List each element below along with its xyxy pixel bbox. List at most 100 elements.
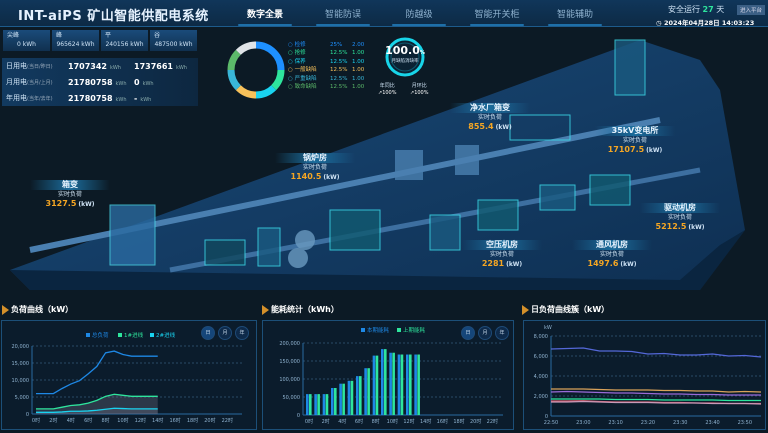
donut-legend-item: ○ 检修 25% 2.00	[288, 42, 364, 49]
unit: kWh	[109, 64, 121, 71]
y-tick-label: 0	[26, 412, 29, 418]
energy-bar	[359, 376, 362, 415]
mom-label: 月环比	[411, 83, 427, 89]
x-tick-label: 10时	[117, 417, 128, 424]
legend-label: 2#进线	[156, 331, 176, 339]
station-load: 1497.6	[587, 259, 619, 268]
legend-value: 1.00	[352, 84, 365, 90]
map-label-station[interactable]: 空压机房 实时负荷 2281 (kW)	[462, 240, 542, 270]
x-tick-label: 22:50	[544, 420, 558, 426]
energy-bar	[417, 354, 420, 415]
gauge-unit: %	[419, 50, 425, 56]
legend-name: 严重缺陷	[294, 75, 317, 82]
map-label-station[interactable]: 锅炉房 实时负荷 1140.5 (kW)	[275, 153, 355, 183]
mom-value: ↗100%	[410, 90, 429, 96]
datetime-text: 2024年04月28日 14:03:23	[663, 19, 755, 27]
x-tick-label: 6时	[84, 417, 92, 424]
y-tick-label: 2,000	[534, 394, 548, 400]
series-line	[36, 393, 158, 410]
energy-bar	[392, 352, 395, 415]
load-series-line	[550, 347, 762, 358]
gauge-label: 月缺陷消缺率	[391, 59, 419, 64]
safe-run-label: 安全运行	[668, 5, 700, 14]
map-label-station[interactable]: 通风机房 实时负荷 1497.6 (kW)	[572, 240, 652, 270]
card-value: 0 kWh	[17, 41, 36, 48]
defect-rate-gauge	[385, 37, 425, 77]
energy-bar	[334, 388, 337, 415]
legend-swatch	[150, 333, 154, 337]
map-label-station[interactable]: 净水厂箱变 实时负荷 855.4 (kW)	[450, 103, 530, 133]
gauge-value: 100.0%	[383, 44, 427, 60]
usage-current: 1707342	[68, 61, 107, 71]
map-label-station[interactable]: 驱动机房 实时负荷 5212.5 (kW)	[640, 203, 720, 233]
period-button-day[interactable]: 日	[461, 326, 475, 340]
tariff-card-sharp: 尖峰 0 kWh	[3, 30, 50, 51]
legend-pct: 12.5%	[330, 58, 348, 65]
station-name: 箱变	[30, 180, 110, 190]
station-unit: (kW)	[78, 201, 95, 208]
station-name: 通风机房	[572, 240, 652, 250]
gauge-number: 100.0	[385, 44, 420, 57]
legend-pct: 12.5%	[330, 67, 348, 74]
legend-swatch	[118, 333, 122, 337]
map-label-station[interactable]: 35kV变电所 实时负荷 17107.5 (kW)	[595, 126, 675, 156]
series-line	[36, 407, 158, 413]
legend-name: 一般缺陷	[294, 67, 317, 74]
load-series-line	[551, 400, 762, 405]
station-unit: (kW)	[495, 124, 512, 131]
donut-legend-item: ○ 一般缺陷 12.5% 1.00	[288, 67, 364, 74]
period-button-day[interactable]: 日	[201, 326, 215, 340]
x-tick-label: 2时	[322, 418, 330, 425]
daily-load-chart: 0 2,000 4,000 6,000 8,000 kW 22:50 23:00 23:10 23…	[534, 325, 762, 426]
donut-legend-item: ○ 严重缺陷 12.5% 1.00	[288, 76, 364, 83]
energy-bar	[325, 394, 329, 415]
card-value: 965624 kWh	[56, 41, 95, 48]
station-sub: 实时负荷	[622, 137, 647, 144]
donut-legend-item: ○ 致命缺陷 12.5% 1.00	[288, 84, 364, 91]
period-button-month[interactable]: 月	[218, 326, 232, 340]
enter-platform-button[interactable]: 进入平台	[737, 5, 766, 15]
unit: kWh	[115, 96, 127, 103]
x-tick-label: 23:10	[608, 420, 622, 426]
card-value: 240156 kWh	[105, 41, 144, 48]
legend-label: 总负荷	[92, 331, 109, 339]
donut-slice	[227, 49, 241, 71]
tab-digital-overview[interactable]: 数字全景	[230, 7, 300, 26]
energy-bar	[342, 383, 345, 415]
legend-value: 2.00	[352, 42, 365, 48]
donut-legend-item: ○ 抢修 12.5% 1.00	[288, 50, 364, 57]
daily-load-title: 日负荷曲线簇（kW）	[522, 304, 609, 315]
period-button-year[interactable]: 年	[495, 326, 509, 340]
series-line	[36, 350, 158, 395]
legend-label: 1#进线	[124, 331, 144, 339]
energy-bar	[389, 352, 392, 415]
circle-icon: ○	[288, 58, 293, 65]
usage-previous: 0	[134, 77, 140, 87]
station-name: 驱动机房	[640, 203, 720, 213]
donut-slice	[255, 41, 285, 71]
tab-smart-switchgear[interactable]: 智能开关柜	[462, 7, 532, 26]
x-tick-label: 22时	[487, 418, 498, 425]
energy-bar	[414, 354, 417, 415]
x-tick-label: 18时	[187, 417, 198, 424]
period-button-year[interactable]: 年	[235, 326, 249, 340]
load-curve-panel: 0 5,000 10,000 15,000 20,000 0时 2时 4时 6时 8时 10时 12时…	[1, 320, 257, 430]
period-button-month[interactable]: 月	[478, 326, 492, 340]
x-tick-label: 16时	[437, 418, 448, 425]
energy-bar	[397, 354, 401, 415]
unit: kWh	[140, 96, 152, 103]
station-unit: (kW)	[323, 174, 340, 181]
x-tick-label: 2时	[49, 417, 57, 424]
tab-smart-anti-misoperation[interactable]: 智能防误	[308, 7, 378, 26]
tab-anti-overstep[interactable]: 防越级	[384, 7, 454, 26]
map-label-station[interactable]: 箱变 实时负荷 3127.5 (kW)	[30, 180, 110, 210]
x-tick-label: 20时	[204, 417, 215, 424]
circle-icon: ○	[288, 75, 293, 82]
energy-stat-panel: 0 50,000 100,000 150,000 200,000 0时 2时 4时 6时 8时 10…	[262, 320, 514, 430]
tab-smart-auxiliary[interactable]: 智能辅助	[540, 7, 610, 26]
safe-days: 27	[702, 5, 714, 14]
datetime: ◷ 2024年04月28日 14:03:23	[656, 17, 754, 27]
safe-run-counter: 安全运行 27 天	[668, 4, 724, 15]
energy-bar	[364, 368, 367, 415]
card-label: 峰	[56, 32, 63, 39]
